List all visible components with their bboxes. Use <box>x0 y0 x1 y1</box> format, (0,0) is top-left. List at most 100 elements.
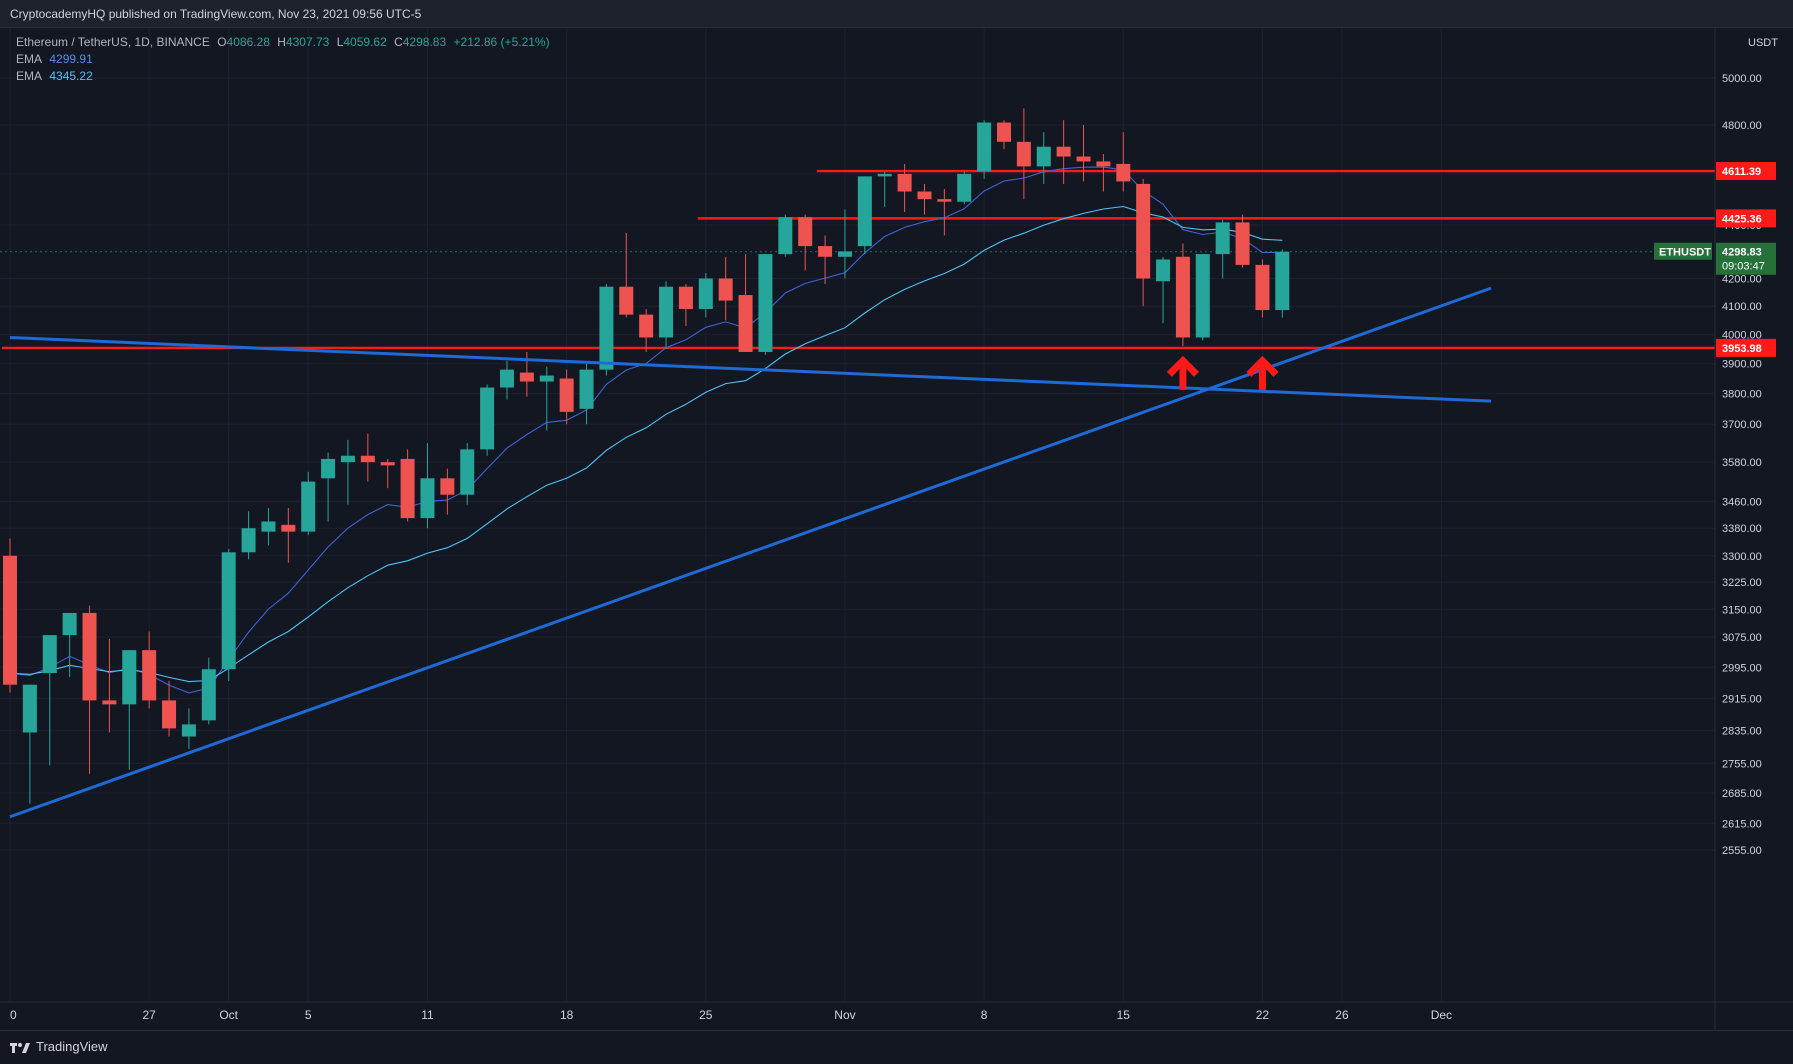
price-tick-label: 3300.00 <box>1722 551 1762 563</box>
candle-body <box>718 278 733 301</box>
candle <box>1195 254 1210 341</box>
candles <box>3 108 1290 804</box>
candle <box>3 538 17 693</box>
legend-ema2-row[interactable]: EMA 4345.22 <box>16 68 554 85</box>
candle-body <box>619 286 634 315</box>
level-tag-text: 4425.36 <box>1722 213 1762 225</box>
symbol-title[interactable]: Ethereum / TetherUS, 1D, BINANCE <box>16 35 210 49</box>
candle-body <box>62 612 77 636</box>
level-price-tag: 3953.98 <box>1716 338 1776 357</box>
countdown-text: 09:03:47 <box>1722 261 1765 273</box>
price-tick-label: 2685.00 <box>1722 788 1762 800</box>
chart-legend: Ethereum / TetherUS, 1D, BINANCE O4086.2… <box>16 34 554 85</box>
price-tick-label: 3150.00 <box>1722 604 1762 616</box>
candle <box>917 183 932 215</box>
trendlines[interactable] <box>9 286 1492 819</box>
candle-body <box>261 521 276 532</box>
chart-background <box>0 28 1793 1030</box>
candle <box>659 281 674 350</box>
candle-body <box>1156 259 1171 282</box>
time-axis[interactable]: 0 27 Oct 5 11 18 25 Nov 8 15 22 26 Dec <box>10 1008 1452 1022</box>
level-price-tag: 4611.39 <box>1716 162 1776 181</box>
candle <box>221 548 236 681</box>
price-axis-tags: 4611.39 4425.36 3953.98 4298.83 09:03:47 ETHU… <box>0 162 1776 357</box>
level-tag-bg <box>1716 338 1776 357</box>
price-axis-panel[interactable] <box>1715 28 1793 1002</box>
price-tick-label: 4800.00 <box>1722 120 1762 132</box>
ohlc-high: H4307.73 <box>277 35 330 49</box>
candle <box>1175 243 1190 347</box>
time-tick-label: 11 <box>421 1008 434 1022</box>
candle <box>460 443 475 505</box>
time-tick-label: Nov <box>834 1008 855 1022</box>
candle-body <box>162 700 177 729</box>
time-tick-label: 0 <box>10 1008 17 1022</box>
candle-body <box>698 278 713 309</box>
candle <box>1156 256 1171 324</box>
price-tick-label: 2915.00 <box>1722 693 1762 705</box>
candle-body <box>142 650 157 701</box>
candle <box>201 657 216 725</box>
candle-body <box>3 555 17 685</box>
candle <box>1016 108 1031 200</box>
candle-body <box>102 700 117 705</box>
ema1-value: 4299.91 <box>49 52 93 66</box>
candle-body <box>340 455 355 463</box>
tradingview-brand[interactable]: TradingView <box>10 1039 108 1054</box>
price-tick-label: 4200.00 <box>1722 273 1762 285</box>
price-tick-label: 3075.00 <box>1722 632 1762 644</box>
up-arrow-icon[interactable] <box>1166 355 1199 390</box>
candle-body <box>957 173 972 202</box>
candle-body <box>360 455 375 463</box>
ema-slow-line <box>9 205 1283 683</box>
candle-body <box>460 449 475 495</box>
candle-body <box>82 612 97 701</box>
candle-body <box>778 217 793 255</box>
candle-body <box>1215 222 1230 255</box>
price-tick-label: 5000.00 <box>1722 73 1762 85</box>
publisher-line: CryptocademyHQ published on TradingView.… <box>10 7 422 21</box>
up-arrow-icon[interactable] <box>1246 355 1279 390</box>
price-tick-label: 3225.00 <box>1722 577 1762 589</box>
candle-body <box>738 295 753 352</box>
current-price-bg <box>1716 242 1776 275</box>
time-tick-label: Dec <box>1431 1008 1452 1022</box>
candle <box>1136 178 1151 307</box>
candle-body <box>877 173 892 177</box>
candle <box>500 360 514 400</box>
candle-body <box>897 173 912 192</box>
candle <box>758 254 773 355</box>
grid-lines <box>0 28 1715 1002</box>
trendline[interactable] <box>9 335 1492 403</box>
price-tick-label: 3380.00 <box>1722 523 1762 535</box>
candle <box>1116 132 1131 192</box>
time-tick-label: 18 <box>560 1008 574 1022</box>
candle <box>42 635 57 766</box>
candle <box>162 680 177 737</box>
candle <box>678 283 693 326</box>
arrow-annotations[interactable] <box>1166 355 1279 390</box>
price-tick-label: 2555.00 <box>1722 845 1762 857</box>
price-axis[interactable]: 5000.004800.004600.004400.004200.004100.… <box>1722 73 1762 857</box>
legend-ema1-row[interactable]: EMA 4299.91 <box>16 51 554 68</box>
time-tick-label: 26 <box>1335 1008 1349 1022</box>
time-tick-label: 22 <box>1256 1008 1270 1022</box>
level-tag-bg <box>1716 209 1776 228</box>
candle-body <box>678 286 693 309</box>
candle-body <box>1096 161 1111 167</box>
candle <box>340 439 355 505</box>
price-tick-label: 3580.00 <box>1722 457 1762 469</box>
candle-body <box>579 369 594 409</box>
candle <box>261 508 276 546</box>
candle-body <box>181 724 196 737</box>
candle <box>977 120 992 179</box>
brand-name: TradingView <box>36 1039 108 1054</box>
level-tag-bg <box>1716 162 1776 181</box>
candle <box>718 256 733 321</box>
price-chart[interactable]: 5000.004800.004600.004400.004200.004100.… <box>0 28 1793 1030</box>
candle <box>619 232 634 318</box>
trendline[interactable] <box>9 286 1492 819</box>
symbol-tag-text: ETHUSDT <box>1659 247 1711 259</box>
ema1-label: EMA <box>16 52 43 66</box>
candle <box>281 508 296 563</box>
